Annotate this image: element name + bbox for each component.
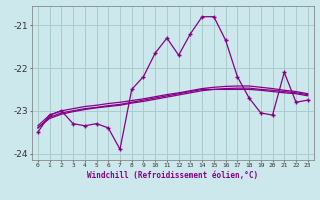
X-axis label: Windchill (Refroidissement éolien,°C): Windchill (Refroidissement éolien,°C): [87, 171, 258, 180]
